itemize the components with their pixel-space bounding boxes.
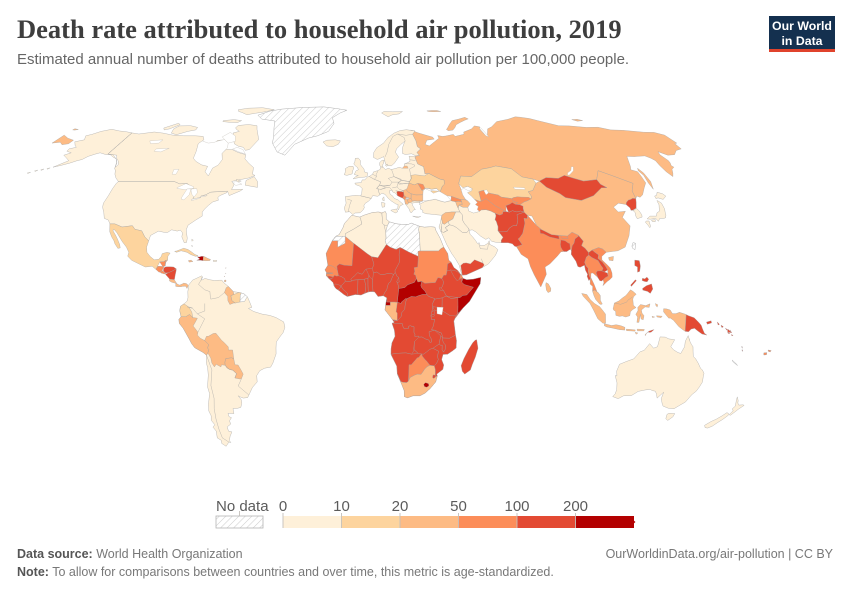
svg-text:10: 10 [333, 498, 350, 515]
svg-text:20: 20 [392, 498, 409, 515]
svg-text:No data: No data [216, 498, 269, 515]
svg-text:0: 0 [279, 498, 287, 515]
svg-text:200: 200 [563, 498, 588, 515]
svg-text:50: 50 [450, 498, 467, 515]
svg-text:100: 100 [504, 498, 529, 515]
